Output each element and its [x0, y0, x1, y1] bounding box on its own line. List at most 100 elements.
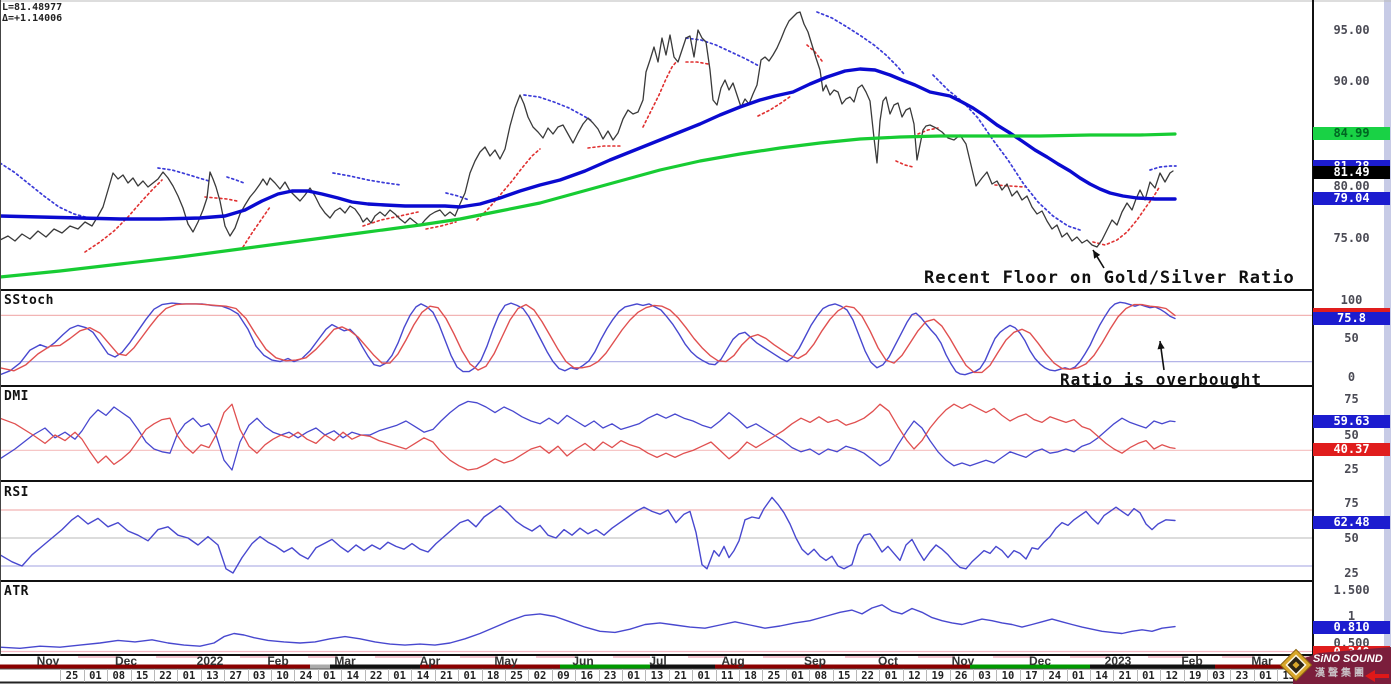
- diamond-icon: [1279, 648, 1313, 682]
- ma-fast-blue: [0, 67, 1177, 221]
- gold-silver-ratio: [0, 11, 1174, 248]
- quote-status: L=81.48977 Δ=+1.14006: [2, 2, 62, 24]
- date-label: 10: [276, 670, 289, 682]
- axis-tick-label-price: 95.00: [1333, 22, 1370, 37]
- stoch-k-blue: [0, 301, 1176, 376]
- trend-strip-segment: [330, 664, 420, 669]
- date-label: 01: [697, 670, 711, 682]
- logo-arrow-icon: [1365, 670, 1389, 682]
- sar-red-5: [476, 148, 541, 221]
- sar-blue-5: [523, 94, 593, 122]
- date-separator: [809, 669, 811, 682]
- month-label: Sep: [803, 654, 826, 668]
- date-label: 26: [954, 670, 968, 682]
- date-separator: [926, 669, 928, 682]
- date-separator: [224, 669, 226, 682]
- date-separator: [317, 669, 319, 682]
- axis-tick-label-rsi: 75: [1344, 495, 1359, 510]
- date-label: 25: [767, 670, 781, 682]
- date-separator: [107, 669, 109, 682]
- date-separator: [1089, 669, 1091, 682]
- right-edge-strip: [1384, 0, 1391, 684]
- sar-red-2: [242, 206, 271, 248]
- atr-blue: [0, 604, 1176, 649]
- date-separator: [762, 669, 764, 682]
- date-separator: [1206, 669, 1208, 682]
- date-label: 01: [1142, 670, 1155, 682]
- date-separator: [715, 669, 717, 682]
- axis-value-box-dmi: 40.37: [1313, 442, 1390, 456]
- date-label: 01: [463, 670, 477, 682]
- panel-label-rsi: RSI: [4, 485, 29, 500]
- axis-value-box-price: 81.49: [1313, 165, 1390, 179]
- date-separator: [434, 669, 436, 682]
- rsi-blue: [0, 496, 1176, 574]
- date-label: 11: [720, 670, 734, 682]
- date-label: 12: [908, 670, 921, 682]
- date-separator: [949, 669, 951, 682]
- date-label: 03: [252, 670, 266, 682]
- date-label: 09: [557, 670, 570, 682]
- sar-red-8: [685, 61, 709, 65]
- date-separator: [1136, 669, 1138, 682]
- date-separator: [1019, 669, 1021, 682]
- date-label: 16: [580, 670, 594, 682]
- sar-red-12: [917, 127, 939, 135]
- date-label: 22: [369, 670, 383, 682]
- date-label: 02: [533, 670, 547, 682]
- date-separator: [1230, 669, 1232, 682]
- axis-tick-label-price: 90.00: [1333, 73, 1370, 88]
- month-label: 2023: [1104, 654, 1132, 668]
- date-label: 27: [229, 670, 243, 682]
- sar-red-4: [425, 221, 457, 230]
- panel-label-dmi: DMI: [4, 389, 29, 404]
- axis-tick-label-dmi: 75: [1344, 391, 1359, 406]
- date-separator: [621, 669, 623, 682]
- panel-label-sstoch: SStoch: [4, 293, 54, 308]
- date-label: 14: [416, 670, 430, 682]
- axis-tick-label-dmi: 25: [1344, 461, 1359, 476]
- date-separator: [996, 669, 998, 682]
- date-label: 24: [299, 670, 313, 682]
- date-separator: [341, 669, 343, 682]
- date-separator: [879, 669, 881, 682]
- date-separator: [153, 669, 155, 682]
- trend-strip-segment: [310, 664, 330, 669]
- date-label: 03: [978, 670, 991, 682]
- month-label: Feb: [267, 654, 289, 668]
- date-label: 01: [627, 670, 640, 682]
- date-label: 03: [1212, 670, 1225, 682]
- date-label: 01: [89, 670, 102, 682]
- logo-title: SiNO SOUND: [1313, 653, 1383, 665]
- date-separator: [1253, 669, 1255, 682]
- panel-label-atr: ATR: [4, 584, 29, 599]
- change-value-readout: Δ=+1.14006: [2, 13, 63, 24]
- date-label: 01: [393, 670, 406, 682]
- trend-strip-segment: [715, 664, 970, 669]
- stoch-d-red: [0, 303, 1176, 374]
- date-separator: [1277, 669, 1279, 682]
- date-separator: [247, 669, 249, 682]
- sar-red-10: [806, 44, 823, 62]
- date-separator: [83, 669, 85, 682]
- month-label: Feb: [1181, 654, 1203, 668]
- sar-red-0: [84, 179, 163, 253]
- date-label: 10: [1001, 670, 1015, 682]
- month-label: Nov: [36, 654, 60, 668]
- date-label: 19: [931, 670, 945, 682]
- trend-strip-segment: [650, 664, 715, 669]
- date-separator: [270, 669, 272, 682]
- date-separator: [668, 669, 670, 682]
- trend-strip-segment: [560, 664, 650, 669]
- axis-tick-label-rsi: 25: [1344, 565, 1359, 580]
- logo-subtitle: 漢聲集團: [1315, 666, 1367, 679]
- sar-red-1: [204, 196, 238, 202]
- axis-tick-label-atr: 1.500: [1333, 582, 1370, 597]
- annotation-overbought: Ratio is overbought: [1060, 370, 1263, 389]
- sar-red-7: [642, 60, 678, 128]
- date-label: 13: [206, 670, 219, 682]
- date-label: 21: [440, 670, 453, 682]
- month-label: Mar: [1251, 654, 1273, 668]
- date-label: 21: [1118, 670, 1132, 682]
